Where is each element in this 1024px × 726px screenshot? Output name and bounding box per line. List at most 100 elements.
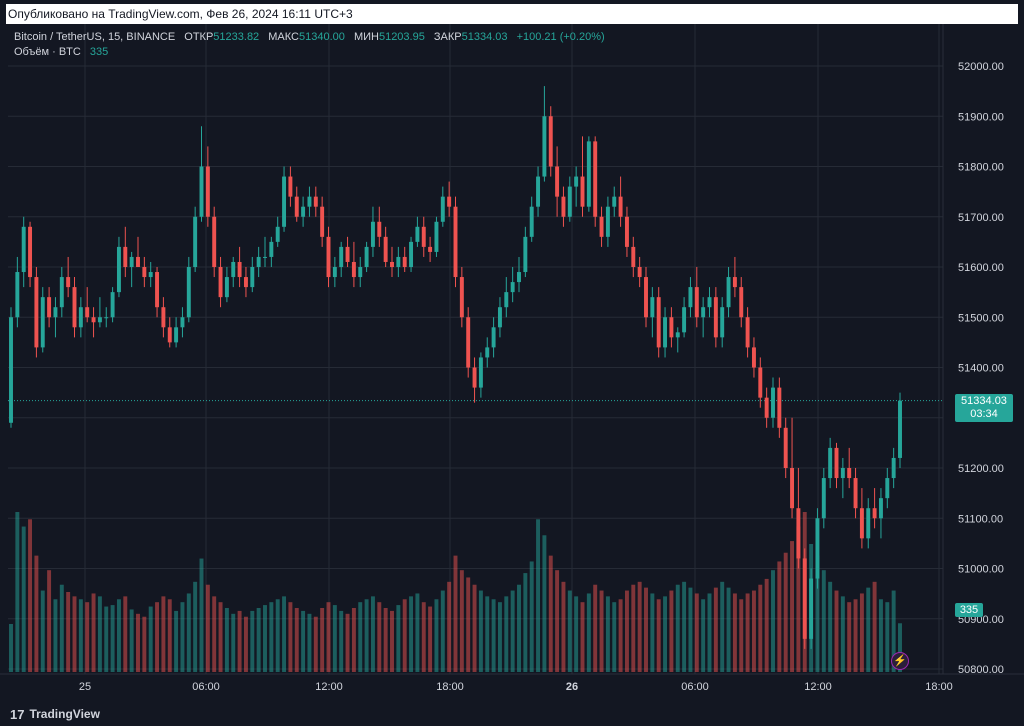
- candle-body: [301, 206, 306, 217]
- candle-body: [415, 226, 420, 242]
- candle-body: [618, 196, 623, 217]
- brand-name: TradingView: [29, 707, 100, 721]
- candle-body: [764, 397, 769, 418]
- candle-body: [771, 387, 775, 418]
- volume-bar: [447, 581, 452, 672]
- chart-area[interactable]: 52000.00 51900.00 51800.00 51700.00 51600.00…: [0, 24, 1024, 702]
- published-banner: Опубликовано на TradingView.com, Фев 26,…: [6, 4, 1018, 24]
- volume-bar: [898, 623, 902, 672]
- volume-bar: [764, 578, 769, 672]
- candle-body: [47, 297, 52, 318]
- candle-body: [790, 468, 795, 509]
- y-tick-label: 51500.00: [958, 312, 1004, 324]
- candle-body: [28, 226, 33, 278]
- lightning-icon[interactable]: ⚡: [891, 652, 909, 670]
- volume-bar: [345, 613, 350, 672]
- volume-bar: [751, 590, 756, 672]
- volume-bar: [840, 596, 845, 672]
- x-tick-label: 26: [566, 681, 578, 693]
- volume-bar: [78, 599, 83, 672]
- volume-bar: [199, 558, 204, 672]
- candle-body: [472, 367, 477, 388]
- volume-bar: [21, 526, 26, 672]
- candle-body: [586, 141, 591, 207]
- candle-body: [269, 241, 274, 257]
- candle-body: [866, 508, 871, 539]
- volume-label[interactable]: Объём · BTC: [14, 46, 81, 58]
- volume-bar: [866, 587, 871, 672]
- volume-bar: [555, 570, 560, 672]
- x-tick-label: 18:00: [436, 681, 464, 693]
- volume-bar: [485, 596, 490, 672]
- candle-body: [66, 277, 71, 288]
- candlestick-chart[interactable]: 52000.00 51900.00 51800.00 51700.00 51600.00…: [0, 24, 1024, 702]
- candle-body: [275, 226, 280, 242]
- volume-bar: [294, 608, 299, 672]
- candle-body: [599, 216, 604, 237]
- y-tick-label: 51100.00: [958, 513, 1003, 525]
- candle-body: [834, 447, 839, 479]
- candle-body: [15, 272, 20, 318]
- volume-bar: [377, 602, 382, 672]
- volume-bar: [15, 512, 20, 672]
- volume-bar: [472, 584, 477, 672]
- volume-bar: [428, 606, 433, 672]
- candle-body: [250, 267, 255, 288]
- candle-body: [370, 221, 375, 247]
- volume-bar: [612, 602, 617, 672]
- candle-body: [383, 236, 388, 262]
- candle-body: [440, 196, 445, 222]
- candle-body: [72, 287, 77, 328]
- candle-body: [447, 196, 452, 207]
- candle-body: [688, 287, 693, 308]
- candle-body: [167, 327, 172, 343]
- volume-bar: [224, 608, 229, 672]
- candle-body: [110, 292, 115, 318]
- volume-bar: [212, 596, 217, 672]
- published-text: Опубликовано на TradingView.com, Фев 26,…: [8, 7, 353, 21]
- volume-bar: [821, 570, 826, 672]
- candle-body: [663, 317, 668, 348]
- candle-body: [193, 216, 198, 267]
- volume-bar: [859, 593, 864, 672]
- y-tick-label: 51800.00: [958, 162, 1004, 174]
- candle-body: [567, 186, 572, 217]
- candle-body: [491, 327, 496, 348]
- volume-bar: [790, 541, 795, 672]
- candle-body: [339, 246, 344, 267]
- volume-bar: [542, 535, 547, 672]
- candle-body: [409, 241, 414, 267]
- volume-bar: [9, 624, 13, 672]
- candle-body: [891, 457, 896, 479]
- volume-bar: [231, 613, 236, 672]
- volume-bar: [517, 584, 521, 672]
- volume-bar: [301, 610, 306, 672]
- volume-bar: [631, 584, 636, 672]
- volume-bar: [396, 605, 401, 672]
- open-value: 51233.82: [213, 31, 260, 43]
- volume-bar: [872, 581, 877, 672]
- candle-body: [358, 267, 363, 278]
- close-value: 51334.03: [461, 31, 508, 43]
- volume-bar: [40, 590, 45, 672]
- x-tick-label: 12:00: [315, 681, 343, 693]
- candle-body: [707, 297, 712, 308]
- y-tick-label: 50800.00: [958, 664, 1004, 676]
- candle-body: [497, 307, 502, 328]
- volume-bar: [110, 605, 115, 672]
- last-price-tag: 51334.03 03:34: [955, 394, 1013, 422]
- volume-bar: [707, 593, 712, 672]
- bar-countdown: 03:34: [970, 408, 998, 420]
- volume-bar: [409, 596, 414, 672]
- volume-bar: [466, 577, 471, 672]
- close-label: ЗАКР: [433, 31, 462, 43]
- y-tick-label: 51200.00: [958, 463, 1004, 475]
- volume-bar: [891, 590, 896, 672]
- candle-body: [186, 267, 191, 318]
- volume-bar: [777, 561, 782, 672]
- change-value: +100.21 (+0.20%): [516, 31, 605, 43]
- volume-bar: [637, 581, 642, 672]
- volume-bar: [91, 593, 96, 672]
- symbol-name[interactable]: Bitcoin / TetherUS, 15, BINANCE: [14, 31, 176, 43]
- candle-body: [142, 267, 147, 278]
